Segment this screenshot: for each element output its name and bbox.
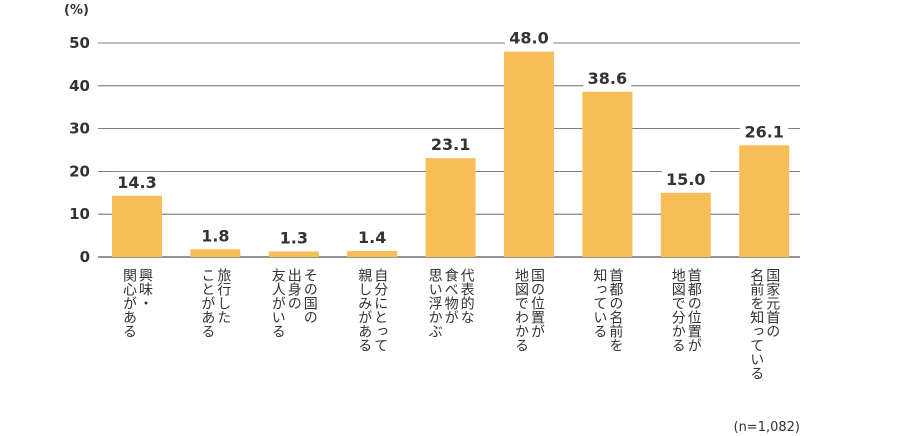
category-label: ことがある	[199, 268, 215, 338]
category-label: 代表的な	[459, 268, 475, 324]
data-label-background	[583, 67, 632, 88]
bar	[504, 51, 554, 258]
y-tick-label: 10	[69, 205, 90, 223]
category-label: 旅行した	[215, 268, 231, 324]
category-label: 親しみがある	[356, 268, 372, 352]
category-label: 首都の名前を	[607, 268, 623, 352]
y-tick-label: 40	[69, 77, 90, 95]
data-label-background	[113, 171, 161, 192]
bar	[660, 192, 711, 257]
category-label: その国の	[302, 268, 318, 324]
data-label: 1.3	[280, 228, 308, 247]
data-label: 26.1	[744, 122, 783, 141]
bar	[425, 158, 476, 257]
data-label-background	[353, 227, 392, 248]
y-axis-ticks: 0 10 20 30 40 50	[69, 34, 90, 266]
category-label: 興味・	[137, 268, 153, 310]
data-labels: 14.3 1.8 1.3 1.4 23.1 48.0 38.6 15.0 26.1	[113, 27, 789, 248]
data-label: 38.6	[588, 69, 627, 88]
bar	[190, 249, 241, 257]
category-label: 思い浮かぶ	[427, 268, 443, 338]
bars	[112, 51, 790, 258]
category-label: 友人がいる	[270, 268, 286, 338]
sample-size-note: (n=1,082)	[734, 420, 801, 435]
category-label: 国の位置が	[529, 268, 545, 338]
bar	[347, 251, 398, 257]
y-tick-label: 30	[69, 120, 90, 138]
data-label-background	[661, 168, 710, 189]
data-label-background	[740, 121, 789, 142]
data-label: 1.8	[201, 226, 229, 245]
data-label: 23.1	[431, 135, 470, 154]
category-label: 地図でわかる	[513, 268, 529, 352]
category-label: 関心がある	[121, 268, 137, 338]
category-label: 国家元首の	[764, 268, 780, 338]
data-label: 15.0	[666, 170, 705, 189]
category-label: 食べ物が	[443, 267, 459, 324]
y-tick-label: 0	[80, 248, 90, 266]
data-label-background	[505, 27, 553, 48]
category-label: 出身の	[286, 268, 302, 310]
y-tick-label: 20	[69, 162, 90, 180]
category-label: 名前を知っている	[748, 268, 764, 380]
data-label: 1.4	[358, 228, 386, 247]
data-label-background	[196, 225, 235, 246]
data-label: 14.3	[117, 173, 156, 192]
data-label-background	[426, 134, 475, 155]
category-label: 首都の位置が	[686, 268, 702, 352]
bar	[268, 251, 319, 257]
bar	[739, 145, 790, 257]
category-label: 地図で分かる	[670, 268, 686, 352]
category-label: 知っている	[591, 267, 607, 338]
bar	[582, 91, 633, 258]
data-label: 48.0	[509, 29, 548, 48]
bar	[112, 195, 162, 257]
y-axis-unit-label: (%)	[64, 3, 89, 18]
category-label: 自分にとって	[372, 268, 388, 352]
data-label-background	[274, 227, 313, 248]
y-tick-label: 50	[69, 34, 90, 52]
